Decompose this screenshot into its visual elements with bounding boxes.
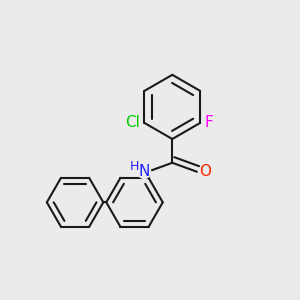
Circle shape	[124, 115, 141, 131]
Text: N: N	[139, 164, 150, 179]
Circle shape	[138, 165, 151, 178]
Text: Cl: Cl	[125, 116, 140, 130]
Text: O: O	[199, 164, 211, 179]
Text: F: F	[205, 116, 213, 130]
Circle shape	[198, 165, 212, 178]
Text: H: H	[130, 160, 140, 173]
Circle shape	[202, 116, 215, 130]
